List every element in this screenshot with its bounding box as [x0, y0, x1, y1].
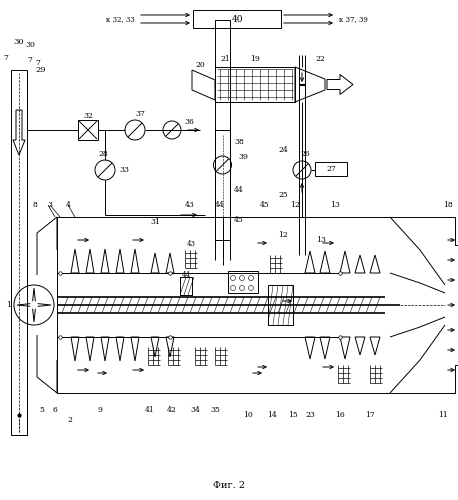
Text: 31: 31	[150, 218, 160, 226]
Text: 10: 10	[243, 411, 253, 419]
Polygon shape	[355, 255, 365, 273]
Polygon shape	[166, 337, 174, 357]
Text: 36: 36	[184, 118, 194, 126]
Bar	[268, 285, 293, 325]
Polygon shape	[86, 337, 94, 361]
Text: 13: 13	[316, 236, 326, 244]
Text: 7: 7	[3, 54, 8, 62]
Text: 37: 37	[135, 110, 145, 118]
Text: 45: 45	[234, 216, 244, 224]
Text: 25: 25	[278, 191, 288, 199]
Text: 2: 2	[68, 416, 72, 424]
Polygon shape	[355, 337, 365, 355]
Text: 15: 15	[288, 411, 298, 419]
Text: 14: 14	[267, 411, 277, 419]
Text: 27: 27	[326, 165, 336, 173]
Polygon shape	[340, 251, 350, 273]
Text: 28: 28	[98, 150, 108, 158]
Text: 44: 44	[234, 186, 244, 194]
Text: 41: 41	[145, 406, 155, 414]
Text: 3: 3	[48, 201, 53, 209]
Text: 11: 11	[438, 411, 448, 419]
Text: 17: 17	[365, 411, 375, 419]
Bar	[180, 277, 192, 295]
Text: 7: 7	[35, 59, 40, 67]
Text: 33: 33	[119, 166, 129, 174]
Polygon shape	[320, 251, 330, 273]
Text: 12: 12	[290, 201, 300, 209]
Bar	[228, 271, 258, 293]
Polygon shape	[116, 337, 124, 361]
Text: 7: 7	[27, 56, 33, 64]
Text: 35: 35	[210, 406, 220, 414]
Text: к 37, 39: к 37, 39	[339, 15, 368, 23]
Polygon shape	[71, 337, 79, 361]
Text: 39: 39	[239, 153, 248, 161]
Text: 23: 23	[305, 411, 315, 419]
Bar	[215, 20, 230, 240]
Polygon shape	[320, 337, 330, 359]
Text: 24: 24	[278, 146, 288, 154]
Text: 44: 44	[181, 271, 191, 279]
Text: 22: 22	[315, 55, 325, 63]
Text: 44: 44	[215, 201, 225, 209]
Bar	[315, 162, 347, 176]
Text: 5: 5	[39, 406, 44, 414]
Polygon shape	[370, 337, 380, 355]
Text: 32: 32	[83, 112, 93, 120]
Text: 20: 20	[195, 61, 205, 69]
Polygon shape	[71, 249, 79, 273]
Text: 12: 12	[278, 231, 288, 239]
Text: 16: 16	[335, 411, 345, 419]
Text: 6: 6	[53, 406, 57, 414]
Text: к 32, 33: к 32, 33	[106, 15, 135, 23]
Text: 1: 1	[6, 301, 11, 309]
Polygon shape	[166, 253, 174, 273]
Polygon shape	[370, 255, 380, 273]
Text: 34: 34	[190, 406, 200, 414]
Polygon shape	[305, 337, 315, 359]
Text: 30: 30	[25, 41, 35, 49]
Text: 13: 13	[330, 201, 340, 209]
Text: 19: 19	[250, 55, 260, 63]
Text: 40: 40	[231, 14, 243, 24]
Text: 43: 43	[185, 201, 195, 209]
Text: 30: 30	[14, 38, 24, 46]
Polygon shape	[340, 337, 350, 359]
Polygon shape	[86, 249, 94, 273]
Polygon shape	[101, 337, 109, 361]
Text: 9: 9	[98, 406, 103, 414]
Text: 43: 43	[186, 240, 196, 248]
Bar	[215, 67, 295, 102]
Text: 8: 8	[33, 201, 38, 209]
Polygon shape	[116, 249, 124, 273]
Text: Фиг. 2: Фиг. 2	[213, 480, 245, 490]
Text: 4: 4	[65, 201, 71, 209]
Polygon shape	[151, 337, 159, 357]
Polygon shape	[131, 249, 139, 273]
Text: 21: 21	[220, 55, 230, 63]
Polygon shape	[101, 249, 109, 273]
Text: 29: 29	[35, 66, 46, 74]
Bar	[11, 70, 27, 435]
Text: 45: 45	[260, 201, 270, 209]
Text: 42: 42	[167, 406, 177, 414]
Text: 38: 38	[234, 138, 244, 146]
Polygon shape	[131, 337, 139, 361]
Bar	[78, 120, 98, 140]
Bar	[193, 10, 281, 28]
Text: 26: 26	[300, 150, 310, 158]
Text: 18: 18	[443, 201, 453, 209]
Polygon shape	[151, 253, 159, 273]
Polygon shape	[305, 251, 315, 273]
